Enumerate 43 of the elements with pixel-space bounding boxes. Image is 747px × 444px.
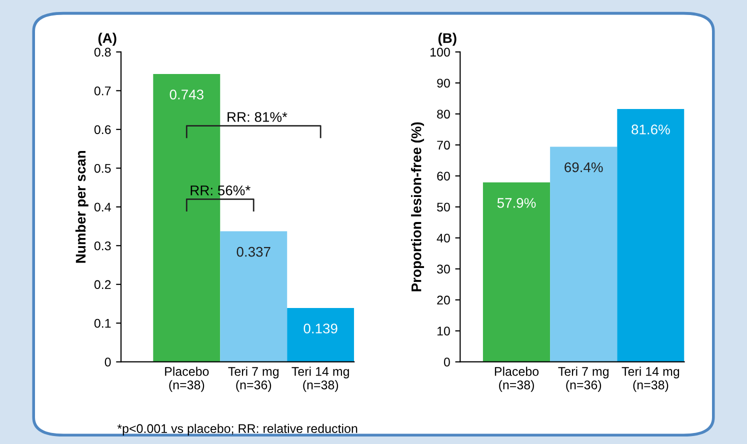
y-tick-label: 20 [437,296,450,305]
data-label: 57.9% [497,198,536,208]
y-tick-label: 0.1 [94,318,111,328]
x-tick-label: Teri 7 mg (n=36) [558,366,609,392]
data-label: 0.743 [170,90,204,100]
y-tick-label: 0 [104,358,111,367]
text: *p<0.001 vs placebo; RR: relative reduction [117,424,358,436]
y-tick-label: 60 [437,172,450,181]
data-label: 69.4% [564,162,603,172]
y-axis-title: Proportion lesion-free (%) [411,122,424,292]
y-tick-label: 0.4 [94,202,111,212]
data-label: 0.139 [304,324,338,334]
y-tick-label: 30 [437,264,450,274]
y-tick-label: 0.2 [94,280,111,290]
chart-title: (B) [438,32,456,46]
y-tick-label: 0.3 [94,241,111,250]
y-tick-label: 0 [444,358,450,367]
y-tick-label: 50 [437,202,450,212]
bar [617,108,684,362]
x-tick-label: Teri 14 mg (n=38) [292,366,349,392]
y-tick-label: 0.6 [94,125,111,134]
y-axis-title: Number per scan [75,151,88,263]
x-tick-label: Teri 14 mg (n=38) [622,366,680,392]
y-tick-label: 100 [430,48,450,57]
x-tick-label: Placebo (n=38) [494,366,539,392]
y-tick-label: 0.5 [94,164,111,173]
x-tick-label: Teri 7 mg (n=36) [228,366,279,392]
y-tick-label: 40 [436,234,450,243]
x-tick-label: Placebo (n=38) [165,366,209,392]
annotation: RR: 81%* [228,112,288,122]
y-tick-label: 10 [437,326,450,336]
y-tick-label: 90 [437,78,450,88]
y-tick-label: 70 [437,140,450,150]
bar [287,308,354,362]
bar [482,182,550,362]
bar [220,231,288,362]
chart-title: (A) [98,32,116,46]
y-tick-label: 0.8 [94,48,111,57]
y-tick-label: 80 [437,110,450,119]
data-label: 0.337 [236,246,270,257]
data-label: 81.6% [632,124,670,134]
y-tick-label: 0.7 [94,86,111,96]
bar [550,146,618,362]
